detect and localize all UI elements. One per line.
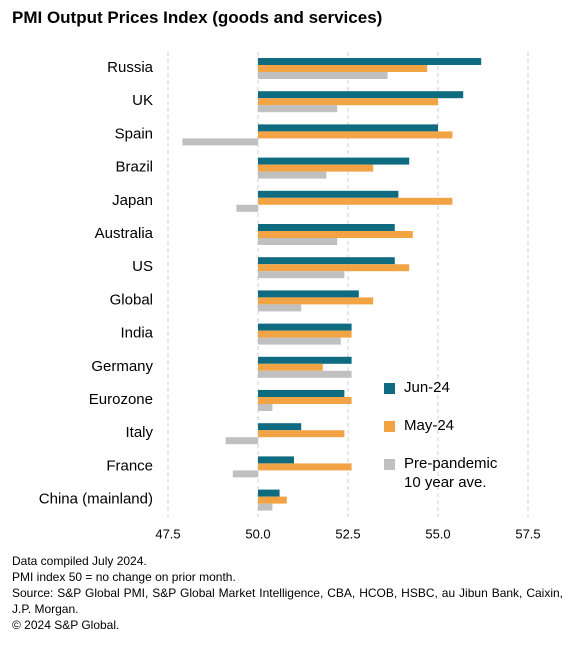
- bar: [236, 204, 258, 212]
- bar: [258, 463, 352, 471]
- y-tick-label: France: [106, 457, 153, 474]
- x-tick-label: 50.0: [245, 526, 270, 541]
- bar: [258, 456, 294, 464]
- legend-swatch: [384, 383, 395, 394]
- y-tick-label: Australia: [95, 225, 154, 242]
- bar: [258, 370, 352, 378]
- y-tick-label: Russia: [107, 59, 154, 76]
- bar: [258, 503, 273, 511]
- bar: [258, 98, 438, 106]
- bar: [258, 290, 359, 298]
- bar: [258, 231, 413, 238]
- bar: [258, 271, 345, 279]
- bar: [258, 323, 352, 331]
- legend-swatch: [384, 421, 395, 432]
- bar: [258, 224, 395, 231]
- bar: [258, 489, 280, 497]
- y-tick-label: Japan: [112, 192, 153, 209]
- bar: [258, 423, 302, 431]
- y-tick-label: Italy: [125, 424, 153, 441]
- legend-item: Jun-24: [384, 378, 497, 397]
- x-tick-label: 47.5: [155, 526, 180, 541]
- bar: [258, 257, 395, 265]
- footer-note: Source: S&P Global PMI, S&P Global Marke…: [12, 586, 563, 616]
- footer-notes: Data compiled July 2024. PMI index 50 = n…: [12, 553, 563, 633]
- bar: [258, 304, 302, 312]
- bar: [258, 164, 374, 172]
- x-tick-label: 55.0: [425, 526, 450, 541]
- bar: [258, 58, 482, 65]
- y-tick-label: Germany: [91, 358, 153, 375]
- chart-title: PMI Output Prices Index (goods and servi…: [12, 8, 383, 27]
- y-tick-label: Global: [110, 291, 153, 308]
- x-tick-label: 52.5: [335, 526, 360, 541]
- legend: Jun-24 May-24 Pre-pandemic 10 year ave.: [384, 378, 497, 511]
- footer-note: © 2024 S&P Global.: [12, 618, 120, 632]
- y-tick-label: Spain: [115, 125, 153, 142]
- bar: [258, 131, 453, 139]
- y-tick-label: China (mainland): [39, 491, 153, 508]
- y-tick-label: Eurozone: [89, 391, 153, 408]
- bar: [258, 397, 352, 404]
- legend-swatch: [384, 459, 395, 470]
- legend-label: Pre-pandemic 10 year ave.: [404, 455, 498, 491]
- y-tick-label: Brazil: [115, 159, 153, 176]
- bar: [258, 430, 345, 438]
- bar: [225, 437, 258, 445]
- bar: [258, 91, 464, 99]
- bar: [258, 337, 341, 345]
- footer-note: Data compiled July 2024.: [12, 554, 147, 568]
- bar: [258, 297, 374, 305]
- bar: [258, 190, 399, 198]
- legend-item: Pre-pandemic 10 year ave.: [384, 454, 497, 492]
- bar: [258, 197, 453, 205]
- bar: [258, 65, 428, 72]
- bar: [258, 330, 352, 338]
- bar: [258, 124, 438, 132]
- bar: [258, 363, 323, 371]
- x-tick-label: 57.5: [515, 526, 540, 541]
- bar: [258, 171, 327, 179]
- bar: [258, 390, 345, 397]
- y-tick-label: UK: [132, 92, 153, 109]
- legend-label: Jun-24: [404, 379, 450, 396]
- bar: [182, 138, 258, 146]
- legend-label: May-24: [404, 417, 455, 434]
- bar: [258, 264, 410, 272]
- legend-item: May-24: [384, 416, 497, 435]
- bar: [258, 356, 352, 364]
- bar: [258, 404, 273, 411]
- bar: [258, 72, 388, 79]
- y-tick-label: India: [120, 325, 153, 342]
- bar: [258, 105, 338, 113]
- bar: [258, 157, 410, 165]
- footer-note: PMI index 50 = no change on prior month.: [12, 570, 236, 584]
- bar: [258, 238, 338, 245]
- y-tick-label: US: [132, 258, 153, 275]
- bar: [258, 496, 287, 504]
- bar: [232, 470, 258, 478]
